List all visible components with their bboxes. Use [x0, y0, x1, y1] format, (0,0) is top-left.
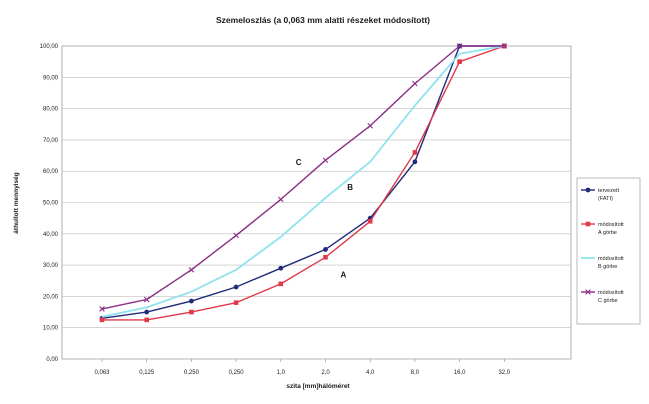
legend-marker [585, 289, 591, 295]
legend-item: módosított A görbe [581, 221, 624, 236]
legend: tervezett (FATI) módosított A görbe módosíto… [576, 177, 641, 325]
data-point [323, 247, 328, 252]
series-line [101, 45, 505, 310]
data-point [412, 159, 418, 165]
y-tick-label: 70,00 [43, 138, 59, 144]
y-tick-label: 60,00 [43, 169, 59, 175]
data-point [143, 296, 150, 303]
y-tick-label: 90,00 [43, 75, 59, 81]
legend-item: tervezett (FATI) [581, 187, 620, 202]
legend-marker [585, 187, 591, 193]
x-tick-label: 1,0 [277, 370, 286, 376]
data-point [189, 309, 194, 315]
data-point [457, 59, 462, 64]
x-tick-label: 0,250 [184, 370, 200, 376]
legend-item: módosított B görbe [581, 256, 624, 270]
data-point [188, 267, 195, 273]
y-tick-label: 0,00 [46, 357, 58, 363]
y-axis-label: áthullott mennyiség [13, 172, 20, 233]
y-tick-label: 40,00 [43, 232, 59, 238]
chart-title: Szemeloszlás (a 0,063 mm alatti részeket… [216, 15, 430, 25]
data-point [144, 317, 149, 323]
y-tick-label: 80,00 [43, 107, 59, 113]
series-3 [101, 45, 505, 318]
y-tick-label: 20,00 [43, 294, 59, 300]
data-point [99, 317, 105, 323]
data-point [189, 298, 194, 304]
curve-annotation: C [296, 158, 302, 167]
data-point [456, 43, 463, 49]
data-point [367, 218, 373, 224]
data-point [323, 254, 328, 260]
legend-marker [585, 221, 591, 227]
y-tick-label: 100,00 [40, 44, 59, 50]
legend-label: módosított B görbe [598, 256, 624, 270]
data-point [233, 232, 239, 239]
curve-annotation: B [347, 183, 353, 192]
y-tick-label: 50,00 [43, 201, 59, 207]
data-point [501, 43, 508, 49]
legend-item: módosított C görbe [581, 289, 624, 304]
x-tick-label: 4,0 [366, 370, 375, 376]
data-point [278, 196, 284, 203]
legend-label: módosított C görbe [598, 290, 624, 304]
x-tick-label: 16,0 [454, 370, 466, 376]
data-point [233, 284, 239, 290]
x-tick-label: 2,0 [321, 370, 330, 376]
series-line [102, 45, 505, 321]
legend-box [576, 177, 641, 325]
data-point [412, 80, 418, 87]
series-4 [99, 43, 508, 312]
x-tick-label: 0,125 [139, 370, 155, 376]
curve-annotation: A [340, 271, 346, 280]
legend-label: módosított A görbe [598, 222, 624, 236]
series-line [101, 45, 505, 319]
data-point [412, 150, 418, 155]
tick-labels: 0,00 10,00 20,00 30,00 40,00 50,00 60,00 70,00 8… [40, 44, 511, 376]
series-layer [99, 43, 508, 323]
data-point [322, 157, 329, 164]
data-point [367, 123, 373, 129]
data-point [278, 265, 284, 271]
data-point [278, 281, 284, 287]
x-tick-label: 8,0 [411, 370, 420, 376]
y-tick-label: 10,00 [43, 326, 59, 332]
x-axis-label: szita [mm]hálóméret [286, 383, 350, 390]
x-tick-label: 0,250 [229, 370, 245, 376]
data-point [99, 306, 105, 312]
legend-label: tervezett (FATI) [598, 188, 620, 202]
x-tick-label: 0,063 [94, 370, 110, 376]
x-tick-label: 32,0 [498, 370, 510, 376]
series-line [101, 45, 505, 318]
y-tick-label: 30,00 [43, 263, 59, 269]
data-point [144, 309, 150, 315]
data-point [233, 300, 239, 305]
annotations: C B A [296, 158, 353, 280]
